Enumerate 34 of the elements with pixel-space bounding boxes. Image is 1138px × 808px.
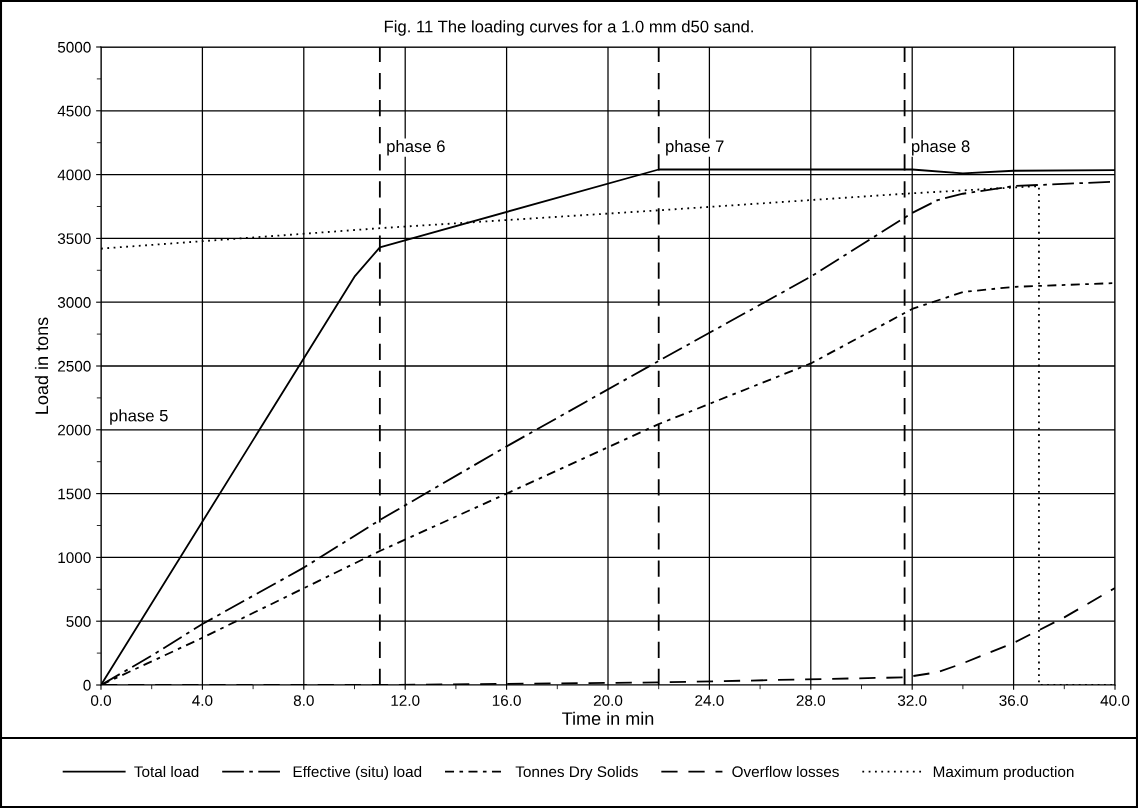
legend-label: Total load (134, 765, 199, 778)
y-tick-label: 4500 (57, 105, 91, 117)
y-tick-label: 1500 (58, 488, 91, 500)
y-tick-label: 2500 (58, 360, 91, 372)
y-tick-label: 500 (66, 616, 91, 627)
y-axis-title: Load in tons (34, 317, 49, 414)
ref-line-label: phase 6 (387, 139, 445, 156)
y-tick-label: 4000 (57, 169, 91, 181)
chart-title: Fig. 11 The loading curves for a 1.0 mm d50 sand. (384, 20, 753, 36)
x-tick-label: 12.0 (391, 695, 420, 706)
legend-label: Overflow losses (732, 765, 839, 778)
annotation: phase 5 (110, 409, 168, 425)
y-tick-label: 2000 (58, 424, 91, 436)
y-tick-label: 3000 (57, 297, 91, 308)
x-tick-label: 36.0 (999, 695, 1028, 706)
ref-line-label: phase 7 (666, 139, 724, 156)
x-tick-label: 16.0 (492, 695, 521, 706)
legend-label: Tonnes Dry Solids (515, 765, 638, 781)
x-tick-label: 24.0 (695, 695, 724, 706)
ref-line-label: phase 8 (912, 139, 970, 156)
x-tick-label: 28.0 (796, 695, 826, 706)
legend-label: Effective (situ) load (293, 765, 422, 781)
x-tick-label: 32.0 (897, 695, 927, 706)
x-tick-label: 40.0 (1100, 695, 1130, 706)
x-axis-title: Time in min (562, 711, 654, 725)
x-tick-label: 8.0 (293, 695, 314, 706)
y-tick-label: 5000 (57, 41, 91, 53)
x-tick-label: 0.0 (90, 695, 112, 706)
y-tick-label: 1000 (58, 552, 91, 564)
y-tick-label: 0 (83, 679, 91, 691)
x-tick-label: 20.0 (593, 695, 623, 706)
y-tick-label: 3500 (57, 233, 91, 245)
x-tick-label: 4.0 (192, 695, 213, 706)
legend-label: Maximum production (933, 765, 1074, 781)
